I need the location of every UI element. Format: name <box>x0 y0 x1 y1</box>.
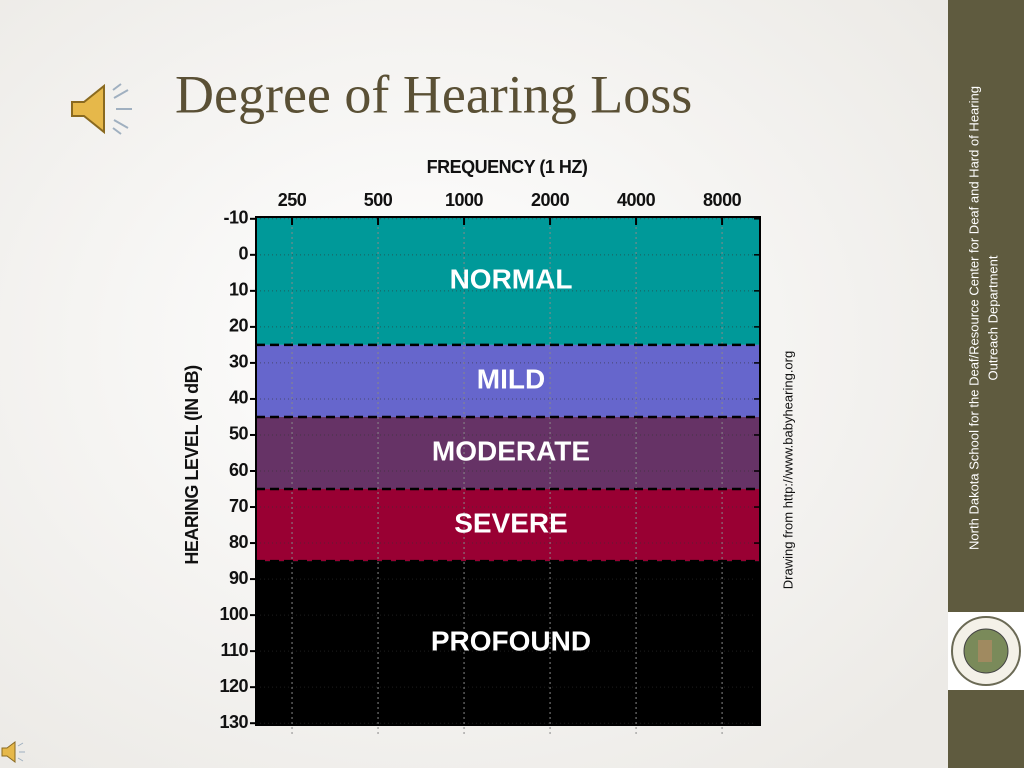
x-tick-label: 8000 <box>703 190 742 210</box>
band <box>256 217 760 345</box>
band-label: MODERATE <box>432 435 590 466</box>
y-tick-label: 70 <box>229 496 249 516</box>
y-tick-label: 10 <box>229 280 249 300</box>
x-axis-label: FREQUENCY (1 HZ) <box>427 157 588 177</box>
slide-title: Degree of Hearing Loss <box>175 64 692 124</box>
credit: Drawing from http://www.babyhearing.org <box>780 351 795 589</box>
y-tick-label: 100 <box>219 604 248 624</box>
band-label: PROFOUND <box>431 625 591 656</box>
y-tick-label: 50 <box>229 424 249 444</box>
logo <box>951 616 1021 686</box>
speaker-icon-small[interactable] <box>1 741 25 763</box>
x-tick-label: 4000 <box>617 190 656 210</box>
y-tick-label: 80 <box>229 532 249 552</box>
y-tick-label: 90 <box>229 568 249 588</box>
y-tick-label: 110 <box>220 640 248 660</box>
y-tick-label: 0 <box>238 244 248 264</box>
band-label: NORMAL <box>450 263 573 294</box>
band-label: SEVERE <box>454 507 568 538</box>
x-tick-label: 500 <box>364 190 393 210</box>
y-tick-label: 20 <box>229 316 249 336</box>
y-tick-label: 30 <box>229 352 249 372</box>
band <box>256 489 760 562</box>
y-tick-label: -10 <box>223 208 248 228</box>
x-tick-label: 1000 <box>445 190 484 210</box>
x-tick-label: 2000 <box>531 190 570 210</box>
y-tick-label: 130 <box>219 712 248 732</box>
y-axis-label: HEARING LEVEL (IN dB) <box>182 365 202 565</box>
y-tick-label: 60 <box>229 460 249 480</box>
band-label: MILD <box>477 363 545 394</box>
band <box>256 561 760 725</box>
band <box>256 344 760 417</box>
sidebar-text: Outreach Department <box>985 255 1000 380</box>
x-tick-label: 250 <box>278 190 307 210</box>
y-tick-label: 40 <box>229 388 249 408</box>
speaker-icon[interactable] <box>71 83 132 135</box>
band <box>256 416 760 490</box>
y-tick-label: 120 <box>219 676 248 696</box>
sidebar-text: North Dakota School for the Deaf/Resourc… <box>966 86 981 550</box>
